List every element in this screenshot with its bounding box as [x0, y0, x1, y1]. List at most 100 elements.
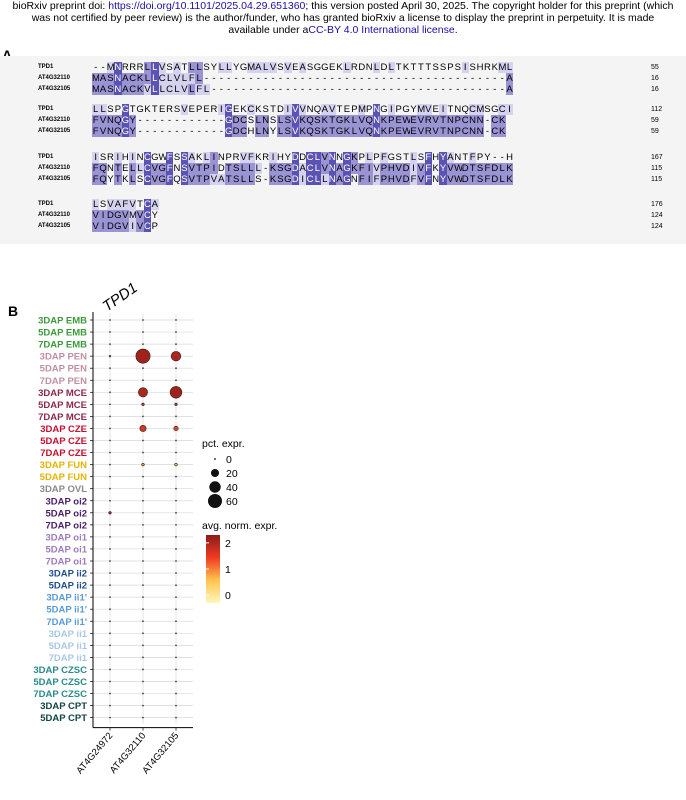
residue: V [446, 163, 455, 174]
sequence-end-position: 115 [651, 176, 663, 183]
residue: N [114, 73, 122, 84]
residue: S [284, 115, 292, 126]
residue: - [190, 126, 194, 137]
plot-legend: pct. expr. 0 20 40 60 avg. norm. expr. 2 1 0 [202, 438, 277, 603]
residue: L [247, 163, 255, 174]
residue: A [188, 152, 196, 163]
residue: P [454, 126, 462, 137]
residue: C [461, 126, 469, 137]
residue: S [106, 84, 115, 95]
residue: - [352, 73, 356, 84]
residue: N [328, 152, 336, 163]
residue: A [99, 73, 107, 84]
y-tick-label: 5DAP CPT [40, 713, 87, 724]
residue: V [92, 221, 100, 232]
residue: K [336, 62, 343, 73]
sequence-end-position: 16 [651, 75, 659, 82]
residue: - [145, 126, 150, 137]
residue: A [151, 199, 159, 210]
data-dot-zero [109, 668, 111, 671]
data-dot-zero [142, 379, 144, 382]
residue: D [461, 163, 469, 174]
residue: - [182, 115, 186, 126]
residue: G [225, 126, 233, 137]
residue: A [321, 104, 329, 115]
residue: M [92, 73, 100, 84]
panel-b-label: B [8, 303, 19, 319]
residue: - [382, 84, 386, 95]
residue: L [180, 73, 189, 84]
residue: I [210, 152, 218, 163]
residue: V [424, 104, 432, 115]
residue: H [247, 126, 255, 137]
residue: N [446, 115, 455, 126]
data-dot-zero [109, 463, 111, 466]
residue: S [269, 115, 277, 126]
y-tick-label: 3DAP ii1' [46, 593, 87, 604]
license-link[interactable]: CC-BY 4.0 International license [308, 24, 455, 36]
residue: - [360, 84, 364, 95]
residue: L [313, 174, 322, 185]
residue: Q [365, 126, 373, 137]
residue: D [232, 126, 240, 137]
doi-link[interactable]: https://doi.org/10.1101/2025.04.29.65136… [108, 0, 306, 12]
residue: - [271, 84, 275, 95]
data-dot-zero [175, 608, 177, 611]
size-legend-dot [209, 481, 221, 493]
residue: K [321, 126, 329, 137]
residue: D [491, 174, 499, 185]
residue: I [298, 174, 307, 185]
residue: S [232, 163, 240, 174]
residue: W [454, 174, 464, 185]
data-dot-zero [109, 427, 111, 430]
residue: - [463, 73, 467, 84]
residue: - [212, 84, 216, 95]
residue: - [389, 84, 393, 95]
residue: - [286, 73, 290, 84]
residue: S [99, 199, 107, 210]
residue: L [151, 73, 159, 84]
residue: K [343, 115, 351, 126]
residue: F [483, 163, 492, 174]
data-dot [108, 354, 112, 358]
residue: - [293, 73, 297, 84]
residue: G [158, 163, 166, 174]
residue: S [180, 152, 189, 163]
residue: L [128, 174, 137, 185]
residue: - [352, 84, 356, 95]
residue: F [358, 163, 366, 174]
y-tick-label: 3DAP ii2 [49, 569, 87, 580]
sequence-name: TPD1 [38, 154, 54, 160]
residue: P [195, 104, 203, 115]
data-dot [174, 463, 178, 467]
residue: A [121, 84, 129, 95]
data-dot-zero [175, 536, 177, 538]
data-dot-zero [142, 548, 144, 550]
residue: G [158, 174, 166, 185]
residue: S [432, 62, 439, 73]
residue: Q [306, 115, 314, 126]
residue: T [270, 104, 276, 115]
residue: K [144, 104, 151, 115]
residue: N [372, 126, 381, 137]
y-tick-label: 7DAP oi1 [45, 557, 87, 568]
residue: R [483, 62, 491, 73]
residue: - [330, 84, 334, 95]
residue: - [264, 174, 268, 185]
residue: I [409, 163, 418, 174]
data-dot-zero [142, 511, 144, 514]
residue: F [424, 163, 432, 174]
data-dot-zero [109, 391, 111, 394]
residue: H [121, 152, 129, 163]
residue: V [210, 174, 218, 185]
data-dot-zero [175, 620, 177, 623]
residue: - [478, 73, 482, 84]
residue: H [387, 174, 396, 185]
data-dot-zero [109, 451, 111, 454]
data-dot-zero [175, 319, 177, 321]
residue: A [298, 163, 307, 174]
residue: G [114, 210, 122, 221]
